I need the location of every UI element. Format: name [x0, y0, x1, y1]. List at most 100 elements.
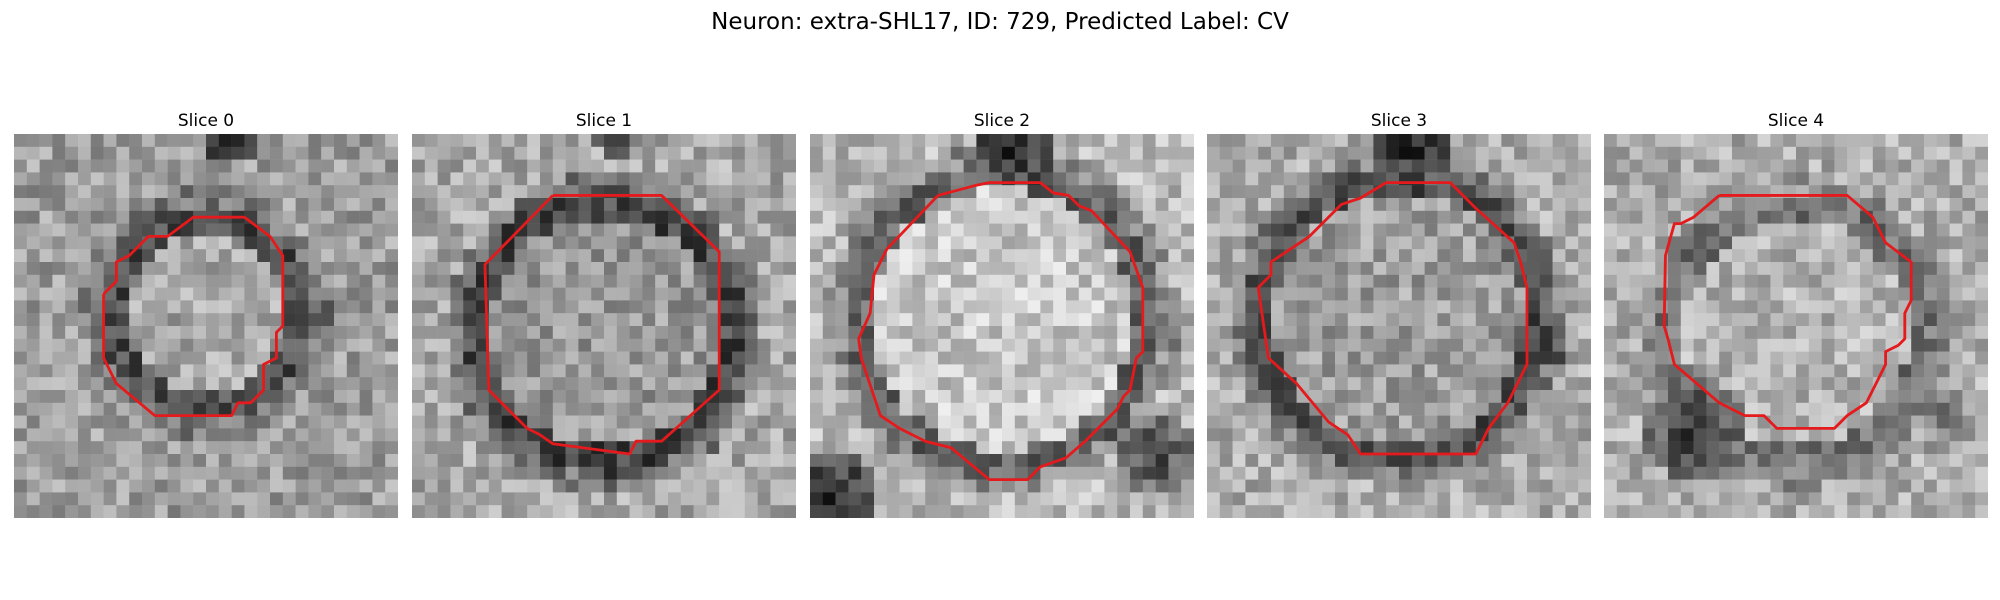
pixel — [861, 492, 875, 506]
pixel — [424, 146, 438, 160]
pixel — [1488, 454, 1502, 468]
pixel — [1450, 492, 1464, 506]
pixel — [1424, 338, 1438, 352]
pixel — [1309, 466, 1323, 480]
pixel — [1360, 172, 1374, 186]
pixel — [604, 313, 618, 327]
pixel — [1386, 300, 1400, 314]
pixel — [527, 287, 541, 301]
pixel — [501, 415, 515, 429]
pixel — [1834, 390, 1848, 404]
pixel — [642, 505, 656, 518]
pixel — [629, 351, 643, 365]
pixel — [1271, 390, 1285, 404]
pixel — [1872, 492, 1886, 506]
pixel — [848, 262, 862, 276]
pixel — [180, 415, 194, 429]
pixel — [65, 185, 79, 199]
pixel — [1399, 326, 1413, 340]
pixel — [1475, 274, 1489, 288]
pixel — [1463, 338, 1477, 352]
pixel — [1501, 326, 1515, 340]
pixel — [1399, 134, 1413, 148]
pixel — [1399, 351, 1413, 365]
pixel — [1552, 441, 1566, 455]
pixel — [1066, 159, 1080, 173]
pixel — [78, 377, 92, 391]
pixel — [1271, 505, 1285, 518]
pixel — [129, 428, 143, 442]
pixel — [1488, 274, 1502, 288]
pixel — [1463, 479, 1477, 493]
pixel — [1796, 402, 1810, 416]
pixel — [1501, 441, 1515, 455]
pixel — [1002, 210, 1016, 224]
pixel — [1142, 428, 1156, 442]
pixel — [1834, 249, 1848, 263]
pixel — [783, 326, 796, 340]
pixel — [26, 454, 40, 468]
pixel — [1027, 479, 1041, 493]
pixel — [1604, 236, 1618, 250]
pixel — [912, 185, 926, 199]
pixel — [1655, 185, 1669, 199]
pixel — [886, 300, 900, 314]
pixel — [1437, 223, 1451, 237]
pixel — [719, 134, 733, 148]
pixel — [1860, 428, 1874, 442]
pixel — [616, 351, 630, 365]
pixel — [1847, 390, 1861, 404]
pixel — [14, 172, 28, 186]
pixel — [604, 210, 618, 224]
pixel — [1181, 185, 1194, 199]
pixel — [874, 466, 888, 480]
pixel — [1117, 338, 1131, 352]
pixel — [1719, 287, 1733, 301]
pixel — [848, 441, 862, 455]
pixel — [1539, 505, 1553, 518]
pixel — [1744, 300, 1758, 314]
pixel — [1463, 390, 1477, 404]
pixel — [874, 185, 888, 199]
pixel — [282, 492, 296, 506]
pixel — [899, 492, 913, 506]
pixel — [744, 390, 758, 404]
pixel — [424, 223, 438, 237]
pixel — [218, 313, 232, 327]
pixel — [976, 274, 990, 288]
pixel — [1027, 505, 1041, 518]
pixel — [732, 428, 746, 442]
pixel — [1808, 428, 1822, 442]
pixel — [1898, 441, 1912, 455]
pixel — [257, 287, 271, 301]
pixel — [193, 274, 207, 288]
pixel — [1463, 326, 1477, 340]
pixel — [1347, 466, 1361, 480]
pixel — [1078, 274, 1092, 288]
pixel — [770, 402, 784, 416]
pixel — [1437, 185, 1451, 199]
pixel — [1053, 377, 1067, 391]
pixel — [1488, 146, 1502, 160]
pixel — [655, 326, 669, 340]
pixel — [861, 185, 875, 199]
pixel — [321, 466, 335, 480]
pixel — [1322, 313, 1336, 327]
pixel — [1911, 159, 1925, 173]
pixel — [680, 377, 694, 391]
pixel — [372, 326, 386, 340]
pixel — [257, 300, 271, 314]
pixel — [770, 146, 784, 160]
pixel — [1642, 441, 1656, 455]
pixel — [1450, 274, 1464, 288]
pixel — [1565, 492, 1579, 506]
pixel — [1117, 198, 1131, 212]
pixel — [1552, 364, 1566, 378]
pixel — [437, 454, 451, 468]
pixel — [334, 198, 348, 212]
pixel — [1949, 185, 1963, 199]
pixel — [770, 492, 784, 506]
pixel — [1693, 441, 1707, 455]
pixel — [1872, 351, 1886, 365]
pixel — [642, 249, 656, 263]
